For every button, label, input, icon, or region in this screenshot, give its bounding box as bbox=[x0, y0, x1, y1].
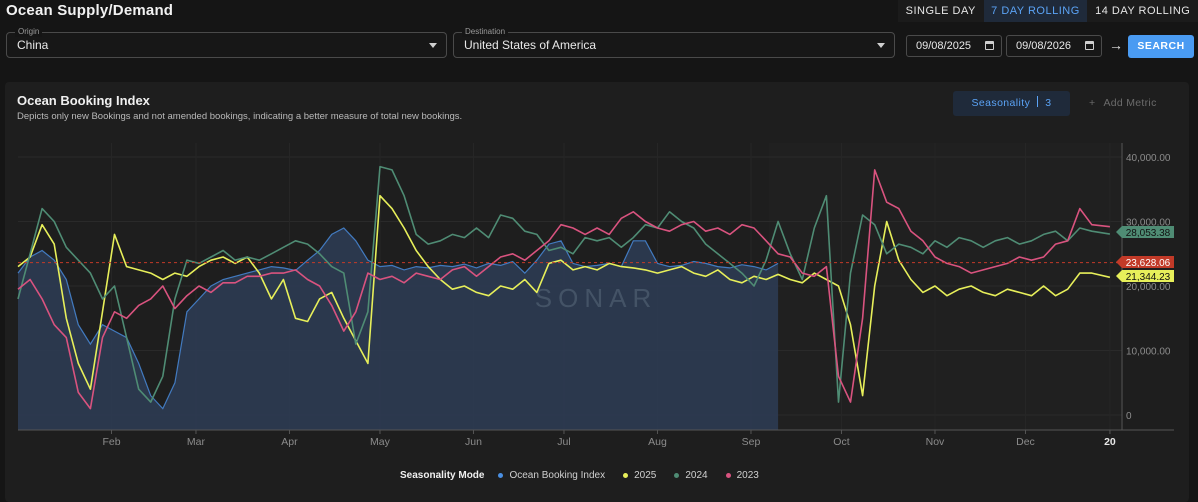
legend-item-2024[interactable]: 2024 bbox=[674, 469, 708, 481]
series-line-2023 bbox=[17, 169, 1110, 410]
plus-icon: + bbox=[1089, 97, 1096, 109]
legend-label: Ocean Booking Index bbox=[509, 469, 606, 481]
chart-legend: Seasonality Mode Ocean Booking Index 202… bbox=[400, 469, 777, 481]
x-tick-label: Nov bbox=[926, 436, 945, 448]
series-line-2025 bbox=[17, 194, 1111, 397]
destination-label: Destination bbox=[462, 27, 509, 37]
x-tick-label: Aug bbox=[648, 436, 667, 448]
x-tick-label: Oct bbox=[833, 436, 849, 448]
end-date-input[interactable]: 09/08/2026 bbox=[1006, 35, 1102, 57]
add-metric-button[interactable]: + Add Metric bbox=[1089, 97, 1157, 109]
start-date-input[interactable]: 09/08/2025 bbox=[906, 35, 1002, 57]
latest-value-label-2025: 21,344.23 bbox=[1116, 270, 1174, 283]
range-tabs: SINGLE DAY 7 DAY ROLLING 14 DAY ROLLING bbox=[898, 0, 1198, 22]
destination-value: United States of America bbox=[464, 38, 597, 52]
lines-layer bbox=[17, 165, 1111, 410]
x-tick-label: Sep bbox=[742, 436, 761, 448]
x-tick-label: May bbox=[370, 436, 391, 448]
destination-select[interactable]: Destination United States of America bbox=[453, 27, 895, 58]
calendar-icon[interactable] bbox=[1085, 41, 1094, 50]
area-layer bbox=[17, 227, 779, 430]
value-label-text: 23,628.06 bbox=[1126, 258, 1171, 269]
panel-title: Ocean Booking Index bbox=[17, 93, 150, 108]
series-line-2024 bbox=[17, 165, 1111, 403]
value-label-box bbox=[1116, 226, 1174, 238]
x-tick-label: 20 bbox=[1104, 436, 1116, 448]
x-tick-label: Mar bbox=[187, 436, 206, 448]
divider bbox=[1037, 96, 1039, 107]
origin-value: China bbox=[17, 38, 49, 52]
calendar-icon[interactable] bbox=[985, 41, 994, 50]
y-axis-ticks: 40,000.00 30,000.00 20,000.00 10,000.00 0 bbox=[1126, 153, 1171, 422]
latest-value-labels: 28,053.38 23,628.06 21,344.23 bbox=[1116, 226, 1174, 283]
sonar-watermark: SONAR bbox=[535, 283, 657, 313]
y-tick-label: 30,000.00 bbox=[1126, 218, 1171, 229]
x-tick-label: Jul bbox=[557, 436, 570, 448]
seasonality-label: Seasonality bbox=[971, 97, 1031, 109]
series-area-ocean-booking-index bbox=[18, 228, 779, 430]
x-tick-label: Jun bbox=[465, 436, 482, 448]
y-tick-label: 20,000.00 bbox=[1126, 282, 1171, 293]
latest-value-label-2023: 23,628.06 bbox=[1116, 256, 1174, 269]
chevron-down-icon bbox=[429, 43, 437, 48]
chevron-down-icon bbox=[877, 43, 885, 48]
tab-14-day-rolling[interactable]: 14 DAY ROLLING bbox=[1095, 5, 1191, 17]
value-label-box bbox=[1116, 256, 1174, 268]
legend-dot bbox=[623, 472, 629, 478]
arrow-right-icon: → bbox=[1109, 37, 1123, 53]
value-label-box bbox=[1116, 270, 1174, 282]
seasonality-count: 3 bbox=[1045, 97, 1052, 109]
x-tick-label: Dec bbox=[1016, 436, 1035, 448]
legend-item-2025[interactable]: 2025 bbox=[623, 470, 656, 481]
seasonality-button[interactable]: Seasonality 3 bbox=[953, 91, 1070, 116]
origin-label: Origin bbox=[15, 27, 43, 37]
value-label-text: 28,053.38 bbox=[1126, 228, 1171, 239]
legend-dot bbox=[725, 472, 731, 478]
series-line-ocean-booking-index bbox=[17, 227, 779, 410]
legend-dot bbox=[674, 472, 680, 478]
y-tick-label: 10,000.00 bbox=[1126, 347, 1171, 358]
x-tick-label: Feb bbox=[102, 436, 120, 448]
legend-label: 2024 bbox=[685, 469, 708, 481]
x-axis-ticks: Feb Mar Apr May Jun Jul Aug Sep Oct Nov Dec 20 bbox=[102, 430, 1116, 448]
add-metric-label: Add Metric bbox=[1103, 97, 1157, 109]
legend-title: Seasonality Mode bbox=[400, 469, 485, 481]
latest-value-label-2024: 28,053.38 bbox=[1116, 226, 1174, 239]
ocean-booking-index-chart[interactable]: SONAR Feb Mar Apr May Jun Jul Aug Sep Oct Nov Dec 2… bbox=[0, 0, 1198, 470]
page-title: Ocean Supply/Demand bbox=[6, 2, 174, 19]
tab-single-day[interactable]: SINGLE DAY bbox=[905, 5, 976, 17]
y-tick-label: 0 bbox=[1126, 411, 1132, 422]
legend-label: 2025 bbox=[634, 469, 657, 481]
panel-subtitle: Depicts only new Bookings and not amende… bbox=[17, 111, 463, 122]
tab-7-day-rolling[interactable]: 7 DAY ROLLING bbox=[983, 0, 1088, 22]
start-date-value: 09/08/2025 bbox=[916, 40, 972, 52]
origin-select[interactable]: Origin China bbox=[6, 27, 447, 58]
y-tick-label: 40,000.00 bbox=[1126, 153, 1171, 164]
legend-item-ocean-booking-index[interactable]: Ocean Booking Index bbox=[498, 470, 605, 481]
legend-dot bbox=[498, 472, 504, 478]
legend-label: 2023 bbox=[736, 469, 759, 481]
value-label-text: 21,344.23 bbox=[1126, 272, 1171, 283]
x-tick-label: Apr bbox=[281, 436, 298, 448]
end-date-value: 09/08/2026 bbox=[1016, 40, 1072, 52]
search-button[interactable]: SEARCH bbox=[1128, 35, 1194, 58]
legend-item-2023[interactable]: 2023 bbox=[725, 469, 759, 481]
